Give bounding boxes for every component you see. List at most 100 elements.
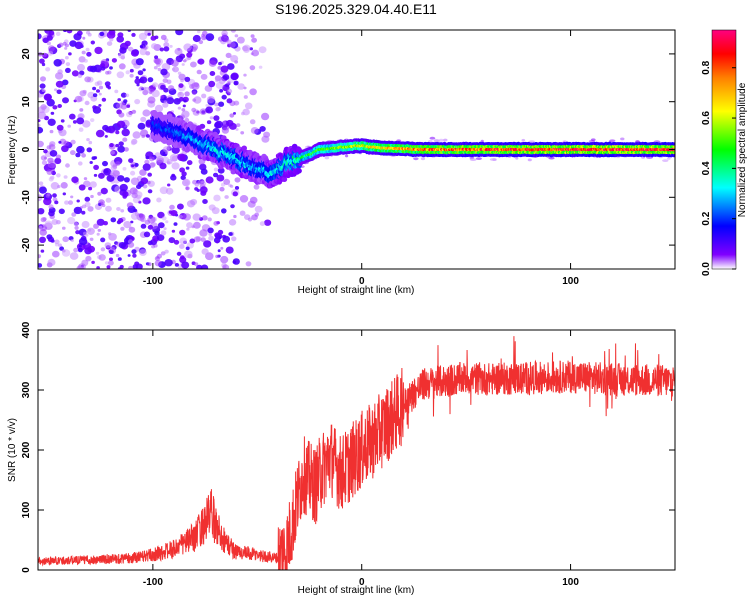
spectrogram-noise-point: [81, 50, 86, 55]
spectrogram-noise-point: [55, 154, 62, 160]
spectrogram-noise-point: [168, 85, 175, 91]
spectrogram-noise-point: [48, 210, 55, 217]
spectrogram-noise-point: [196, 264, 203, 269]
spectrogram-noise-point: [101, 97, 107, 102]
spectrogram-noise-point: [171, 67, 176, 71]
spectrogram-noise-point: [117, 218, 124, 223]
spectrogram-noise-point: [69, 113, 76, 120]
spectrogram-noise-point: [115, 253, 120, 258]
spectrogram-noise-point: [82, 36, 86, 40]
spectrogram-noise-point: [249, 88, 257, 96]
spectrogram-noise-point: [139, 249, 147, 256]
spectrogram-noise-point: [74, 95, 83, 103]
spectrogram-noise-point: [74, 41, 83, 50]
spectrogram-noise-point: [129, 73, 134, 78]
spectrogram-noise-point: [226, 80, 231, 85]
spectrogram-noise-point: [118, 242, 126, 249]
spectrogram-noise-point: [81, 204, 87, 209]
spectrogram-noise-point: [213, 172, 219, 178]
spectrogram-noise-point: [130, 49, 139, 57]
spectrogram-noise-point: [142, 184, 148, 189]
spectrogram-noise-point: [118, 63, 126, 70]
spectrogram-noise-point: [239, 210, 246, 216]
spectrogram-noise-point: [245, 261, 252, 267]
spectrogram-noise-point: [185, 166, 190, 170]
spectrogram-noise-point: [125, 93, 130, 98]
spectrogram-noise-point: [56, 173, 61, 178]
spectrogram-noise-point: [117, 98, 121, 102]
spectrogram-noise-point: [90, 118, 95, 123]
spectrogram-halo-point: [609, 139, 616, 143]
spectrogram-noise-point: [205, 33, 215, 41]
spectrogram-noise-point: [65, 163, 70, 168]
spectrogram-noise-point: [225, 246, 234, 254]
spectrogram-noise-point: [109, 66, 113, 70]
spectrogram-noise-point: [76, 199, 80, 203]
spectrogram-noise-point: [142, 109, 151, 117]
spectrogram-noise-point: [203, 240, 212, 248]
spectrogram-noise-point: [259, 221, 266, 227]
spectrogram-noise-point: [116, 71, 125, 79]
spectrogram-noise-point: [54, 157, 62, 165]
spectrogram-noise-point: [89, 237, 94, 241]
spectrogram-noise-point: [232, 191, 238, 197]
spectrogram-noise-point: [126, 202, 134, 209]
spectrogram-noise-point: [194, 262, 199, 267]
spectrogram-noise-point: [214, 102, 219, 107]
spectrogram-noise-point: [51, 219, 59, 225]
spectrogram-noise-point: [50, 239, 55, 243]
spectrogram-noise-point: [221, 33, 228, 38]
spectrogram-noise-point: [105, 70, 110, 75]
spectrogram-noise-point: [217, 36, 224, 42]
spectrogram-noise-point: [68, 200, 73, 205]
spectrogram-noise-point: [154, 104, 164, 113]
spectrogram-noise-point: [215, 240, 219, 244]
spectrogram-noise-point: [231, 236, 237, 242]
spectrogram-noise-point: [134, 78, 141, 85]
spectrogram-noise-point: [119, 183, 128, 192]
spectrogram-noise-point: [200, 73, 208, 80]
spectrogram-noise-point: [44, 156, 48, 160]
spectrogram-noise-point: [134, 261, 140, 266]
spectrogram-noise-point: [38, 225, 43, 230]
spectrogram-noise-point: [164, 249, 169, 254]
spectrogram-noise-point: [38, 263, 43, 268]
spectrogram-noise-point: [218, 236, 222, 239]
spectrogram-noise-point: [56, 124, 64, 131]
spectrogram-noise-point: [104, 81, 111, 87]
spectrogram-noise-point: [207, 217, 212, 222]
spectrogram-noise-point: [49, 150, 58, 157]
spectrogram-noise-point: [52, 250, 60, 258]
spectrogram-noise-point: [81, 210, 86, 215]
spectrogram-noise-point: [120, 209, 125, 213]
spectrogram-noise-point: [214, 122, 222, 129]
spectrogram-noise-point: [62, 236, 69, 243]
spectrogram-noise-point: [111, 58, 117, 63]
spectrogram-noise-point: [216, 174, 225, 182]
spectrogram-noise-point: [166, 79, 172, 85]
spectrogram-noise-point: [174, 263, 179, 267]
spectrogram-noise-point: [64, 47, 68, 50]
spectrogram-noise-point: [41, 89, 45, 92]
spectrogram-noise-point: [217, 229, 224, 235]
spectrogram-noise-point: [171, 162, 180, 170]
spectrogram-noise-point: [110, 170, 118, 177]
spectrogram-noise-point: [71, 176, 79, 183]
spectrogram-noise-point: [65, 67, 71, 73]
spectrogram-noise-point: [60, 182, 68, 189]
spectrogram-noise-point: [174, 47, 183, 56]
spectrogram-noise-point: [76, 117, 85, 125]
spectrogram-noise-point: [193, 221, 201, 229]
spectrogram-noise-point: [160, 84, 166, 90]
spectrogram-noise-point: [177, 203, 184, 210]
spectrogram-noise-point: [201, 215, 208, 221]
spectrogram-noise-point: [68, 52, 72, 56]
spectrogram-ridge-point: [281, 176, 288, 182]
spectrogram-noise-point: [207, 227, 214, 234]
spectrogram-noise-point: [184, 117, 190, 123]
spectrogram-noise-point: [81, 153, 86, 158]
spectrogram-noise-point: [73, 247, 79, 253]
spectrogram-noise-point: [222, 264, 230, 269]
spectrogram-noise-point: [38, 33, 42, 40]
spectrogram-noise-point: [96, 232, 100, 236]
